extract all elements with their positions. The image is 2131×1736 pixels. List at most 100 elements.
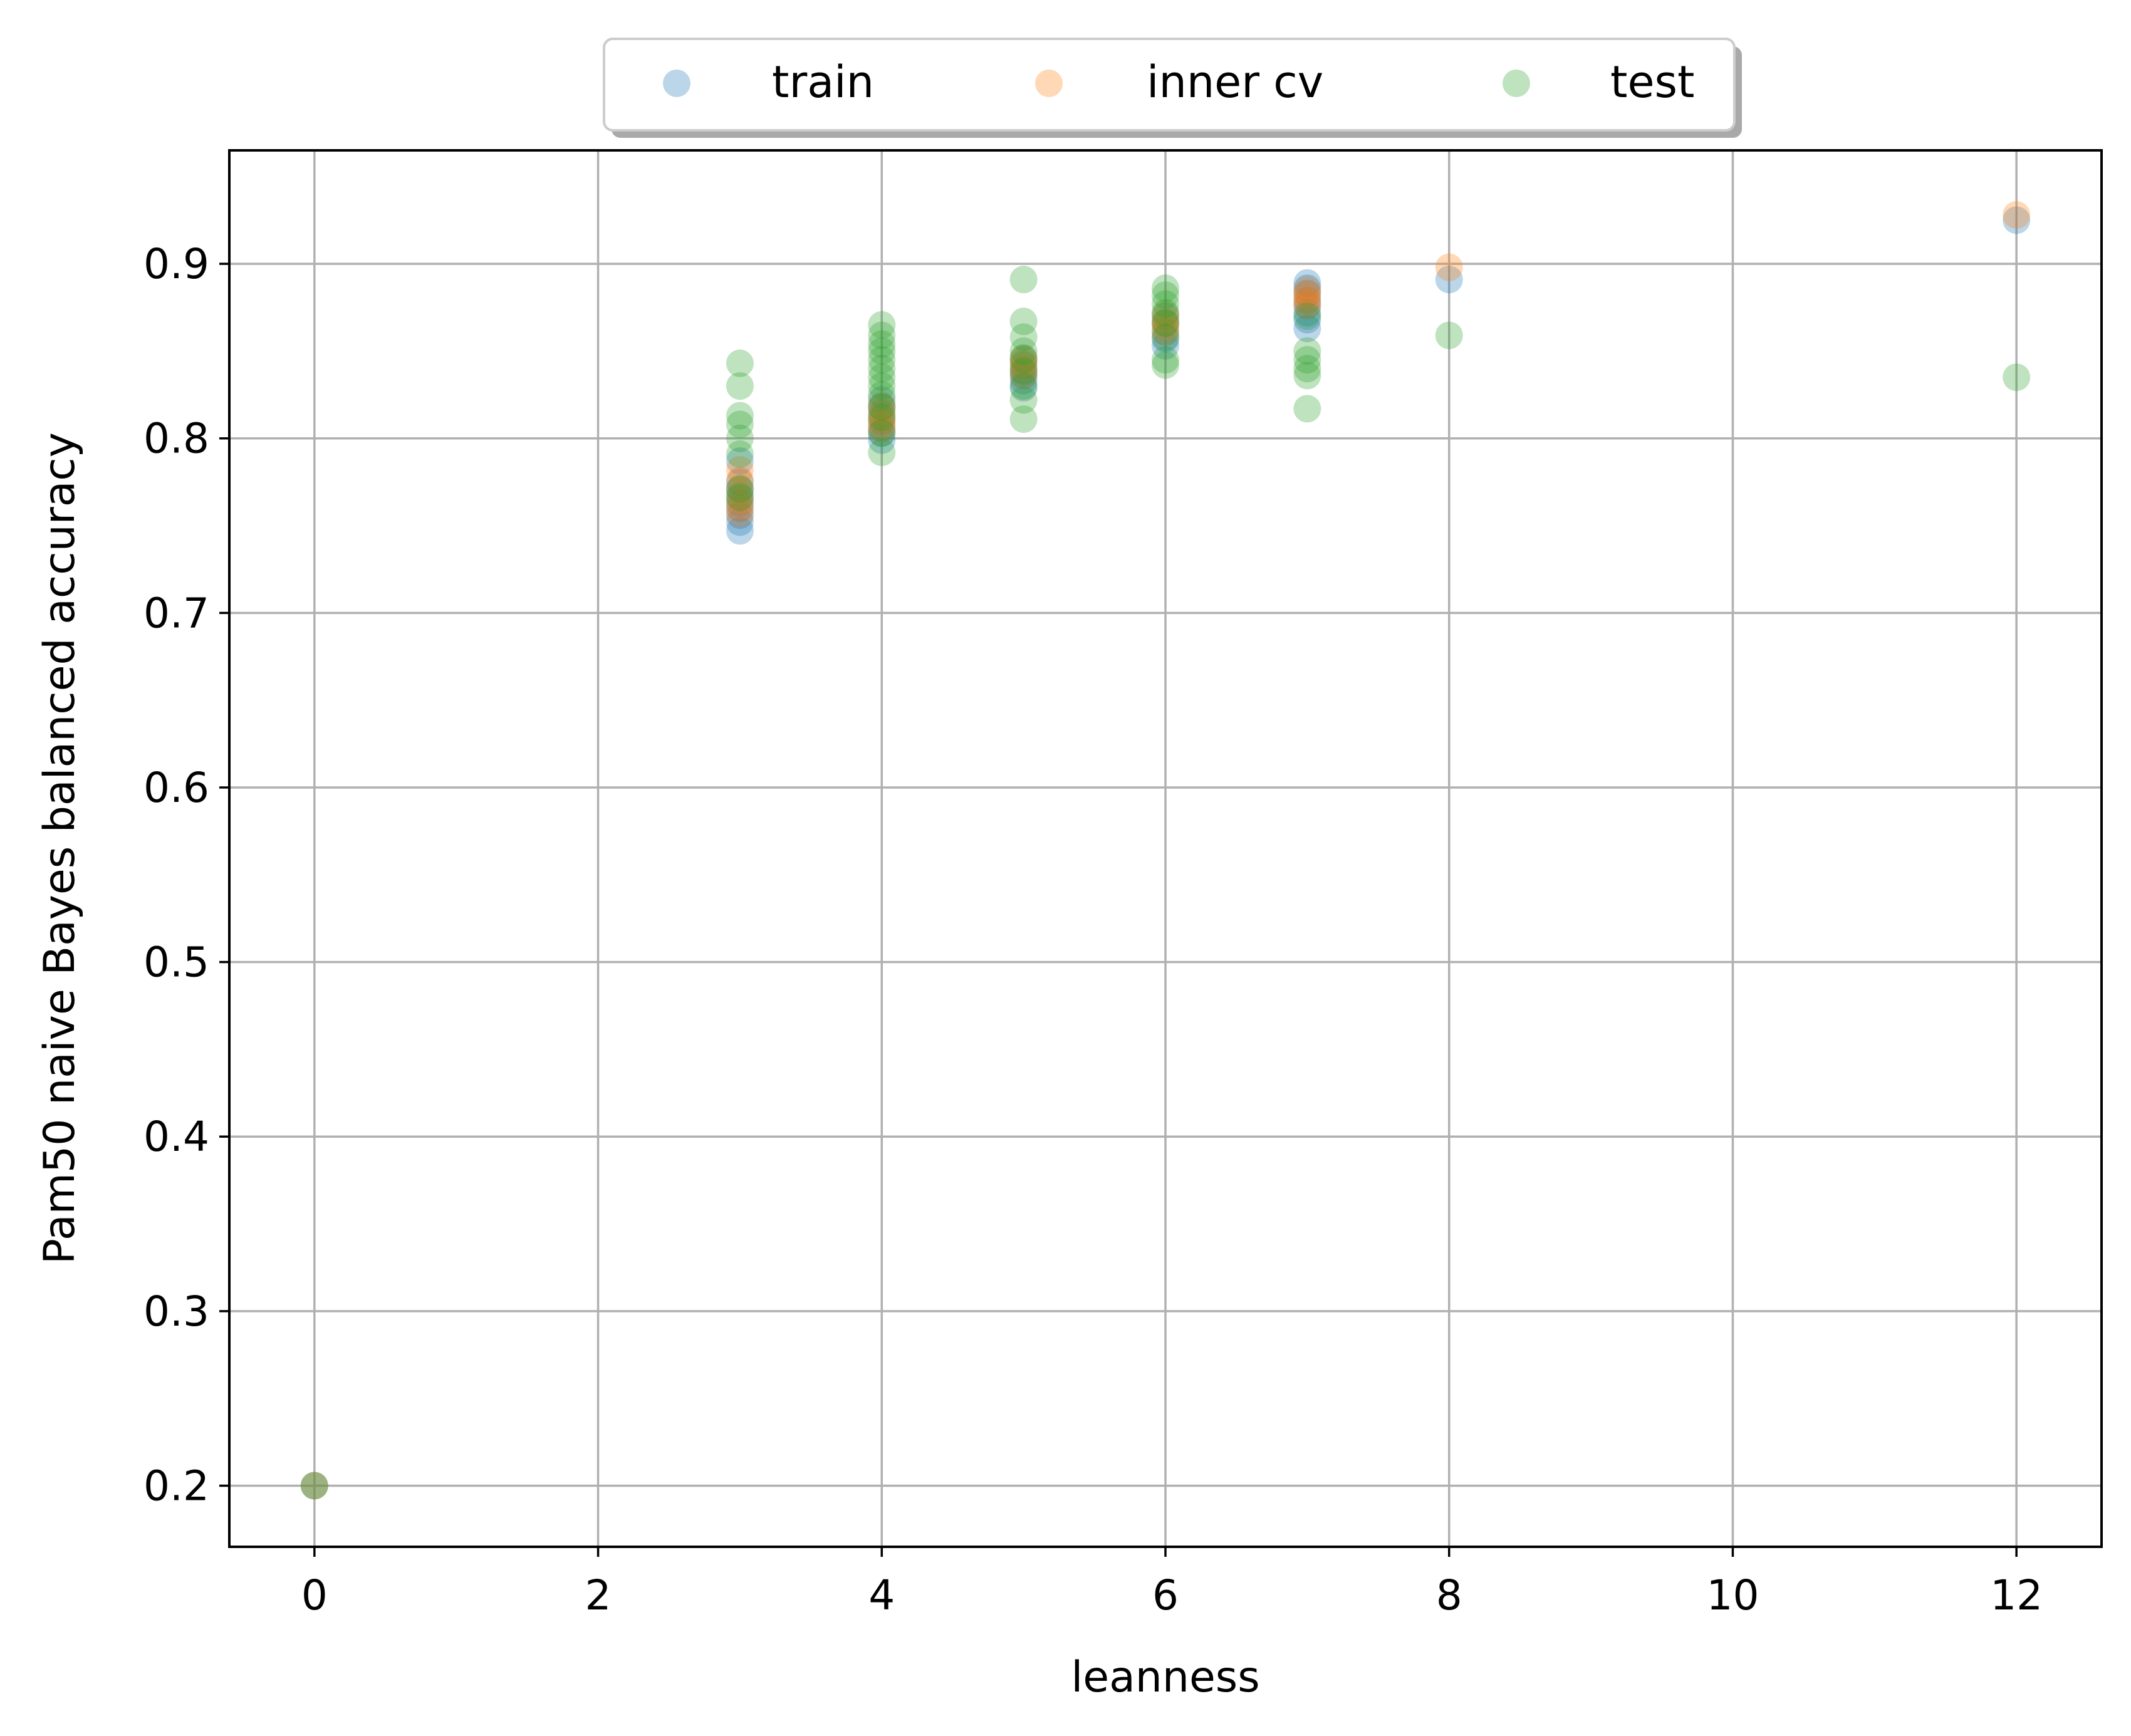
point-train — [1293, 274, 1321, 303]
point-train — [726, 517, 754, 545]
x-tick-label: 0 — [301, 1571, 328, 1619]
grid — [229, 150, 2102, 1547]
y-tick-label: 0.6 — [143, 764, 209, 812]
point-test — [1009, 266, 1038, 294]
point-train — [1435, 266, 1463, 294]
point-train — [868, 407, 896, 435]
point-inner-cv — [726, 492, 754, 521]
point-train — [868, 400, 896, 428]
point-test — [1009, 372, 1038, 400]
legend-marker-train — [663, 70, 690, 97]
point-train — [1293, 306, 1321, 334]
point-inner-cv — [726, 455, 754, 484]
y-tick-label: 0.3 — [143, 1287, 209, 1336]
point-inner-cv — [868, 410, 896, 439]
x-tick-label: 8 — [1436, 1571, 1462, 1619]
point-test — [1009, 358, 1038, 386]
point-inner-cv — [1152, 313, 1179, 341]
point-test — [1152, 290, 1179, 318]
legend-label-inner-cv: inner cv — [1147, 56, 1323, 108]
point-inner-cv — [1293, 291, 1321, 320]
point-train — [1152, 302, 1179, 330]
point-train — [1152, 325, 1179, 353]
point-test — [726, 410, 754, 439]
point-test — [1009, 405, 1038, 434]
point-train — [1009, 366, 1038, 395]
point-inner-cv — [1293, 276, 1321, 304]
point-test — [726, 484, 754, 512]
point-test — [1152, 309, 1179, 337]
point-train — [1152, 332, 1179, 360]
point-test — [1152, 274, 1179, 303]
point-inner-cv — [868, 405, 896, 434]
point-test — [1152, 323, 1179, 351]
point-train — [1293, 299, 1321, 327]
point-inner-cv — [2003, 201, 2031, 229]
point-inner-cv — [1293, 281, 1321, 309]
point-test — [868, 355, 896, 383]
point-inner-cv — [1009, 355, 1038, 383]
point-train — [868, 386, 896, 414]
point-test — [868, 372, 896, 400]
point-test — [868, 337, 896, 365]
point-inner-cv — [1009, 361, 1038, 390]
point-train — [1152, 309, 1179, 337]
point-train — [726, 501, 754, 529]
data-points — [300, 201, 2031, 1500]
point-train — [1009, 361, 1038, 390]
point-train — [726, 468, 754, 496]
point-train — [726, 482, 754, 510]
point-test — [1009, 346, 1038, 374]
y-tick-label: 0.7 — [143, 589, 209, 637]
point-inner-cv — [1152, 318, 1179, 346]
point-inner-cv — [726, 477, 754, 505]
point-test — [1293, 361, 1321, 390]
point-test — [868, 419, 896, 447]
x-tick-label: 6 — [1152, 1571, 1179, 1619]
y-axis-label: Pam50 naive Bayes balanced accuracy — [35, 432, 85, 1264]
point-test — [1009, 323, 1038, 351]
point-inner-cv — [1152, 308, 1179, 336]
point-test — [1152, 351, 1179, 379]
point-train — [868, 393, 896, 421]
point-inner-cv — [1009, 349, 1038, 377]
point-test — [1009, 308, 1038, 336]
point-train — [300, 1472, 328, 1500]
series-train — [300, 206, 2031, 1500]
point-test — [1152, 299, 1179, 327]
series-inner-cv — [300, 201, 2031, 1500]
axis-ticks: 0 2 4 6 8 10 12 0.2 0.3 0.4 0.5 0.6 0.7 0.8 0.9 — [143, 240, 2043, 1619]
point-test — [868, 381, 896, 409]
point-train — [1293, 314, 1321, 343]
x-tick-label: 12 — [1990, 1571, 2043, 1619]
x-tick-label: 10 — [1706, 1571, 1759, 1619]
legend-label-test: test — [1610, 56, 1694, 108]
point-inner-cv — [868, 391, 896, 419]
point-test — [1293, 355, 1321, 383]
point-train — [1152, 318, 1179, 346]
point-inner-cv — [1435, 253, 1463, 281]
point-test — [726, 475, 754, 503]
point-train — [726, 447, 754, 475]
point-test — [726, 372, 754, 400]
point-test — [1293, 302, 1321, 330]
point-train — [1009, 356, 1038, 385]
point-train — [2003, 206, 2031, 234]
point-inner-cv — [1009, 344, 1038, 372]
point-test — [1293, 346, 1321, 374]
point-train — [1293, 269, 1321, 297]
legend-marker-test — [1503, 70, 1530, 97]
y-tick-label: 0.9 — [143, 240, 209, 288]
point-train — [726, 489, 754, 517]
legend: train inner cv test — [603, 38, 1742, 138]
point-test — [1293, 395, 1321, 423]
point-test — [868, 321, 896, 350]
point-inner-cv — [300, 1472, 328, 1500]
point-train — [1293, 279, 1321, 308]
point-inner-cv — [726, 499, 754, 528]
legend-label-train: train — [772, 56, 874, 108]
point-test — [726, 349, 754, 377]
x-tick-label: 2 — [585, 1571, 612, 1619]
